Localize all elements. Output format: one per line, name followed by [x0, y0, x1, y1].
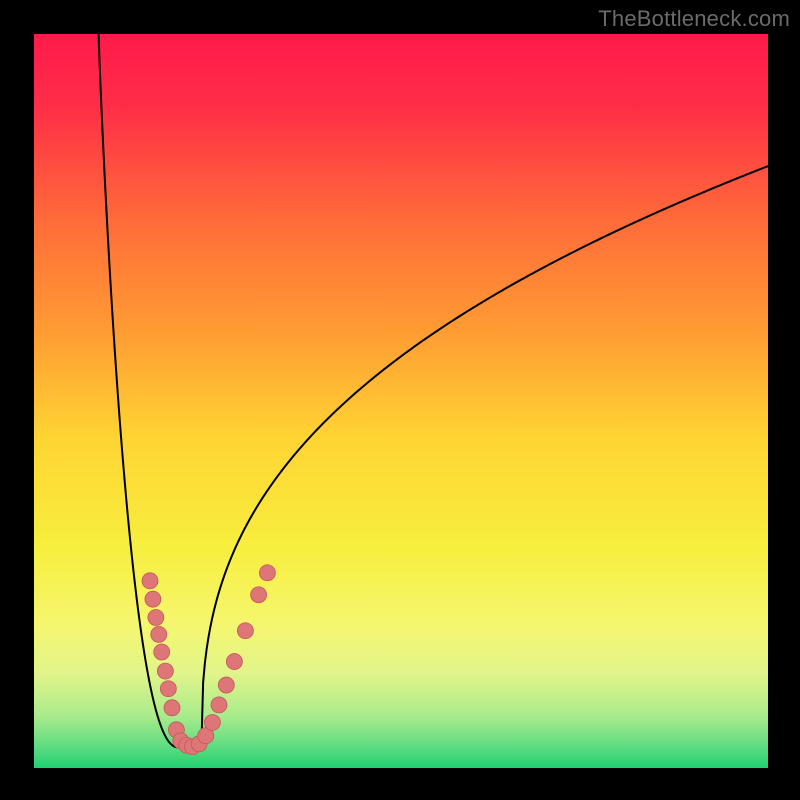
- scatter-point: [154, 644, 170, 660]
- scatter-point: [259, 565, 275, 581]
- scatter-point: [148, 610, 164, 626]
- scatter-point: [145, 591, 161, 607]
- scatter-point: [142, 573, 158, 589]
- scatter-point: [157, 663, 173, 679]
- scatter-point: [218, 677, 234, 693]
- scatter-point: [160, 681, 176, 697]
- scatter-point: [251, 587, 267, 603]
- bottleneck-chart: [0, 0, 800, 800]
- scatter-point: [226, 654, 242, 670]
- scatter-point: [204, 714, 220, 730]
- scatter-point: [211, 697, 227, 713]
- scatter-point: [151, 626, 167, 642]
- scatter-point: [164, 700, 180, 716]
- watermark-text: TheBottleneck.com: [598, 6, 790, 32]
- chart-container: TheBottleneck.com: [0, 0, 800, 800]
- scatter-point: [237, 623, 253, 639]
